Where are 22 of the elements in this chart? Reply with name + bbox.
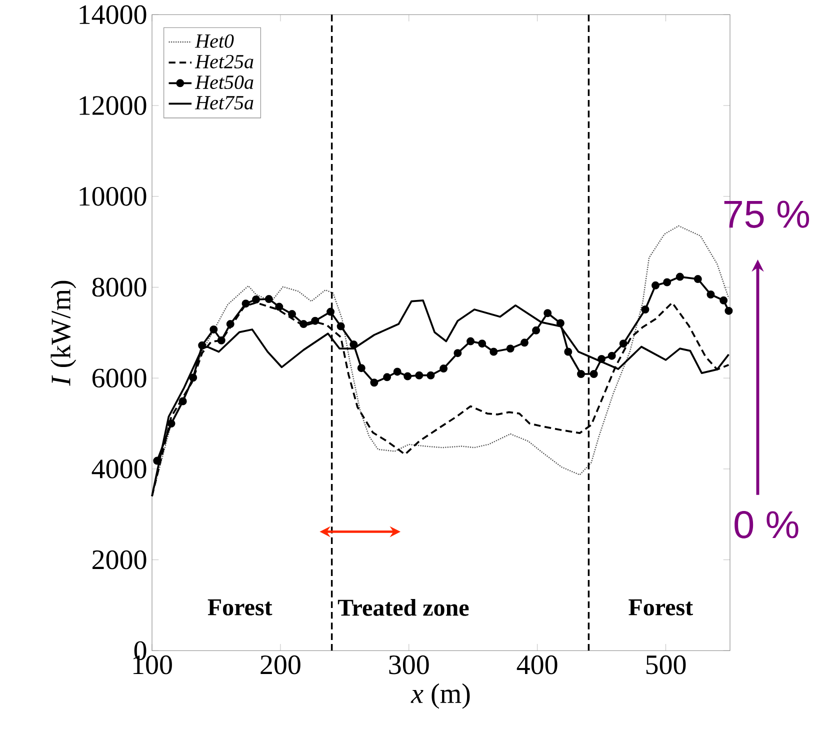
legend-label: Het25a xyxy=(194,55,254,69)
x-tick-label: 400 xyxy=(516,656,558,674)
annotation: 75 % xyxy=(724,200,810,228)
x-axis-title: x (m) xyxy=(410,684,470,709)
annotation: Forest xyxy=(208,600,272,616)
text: 0 % xyxy=(734,511,798,539)
y-tick-label: 2000 xyxy=(92,550,146,570)
annotation: Treated zone xyxy=(338,599,469,616)
y-tick-label: 10000 xyxy=(80,187,146,206)
y-tick-label: 14000 xyxy=(80,5,146,24)
y-tick-label: 8000 xyxy=(92,278,146,297)
x-tick-label: 200 xyxy=(260,656,300,674)
y-tick-label: 12000 xyxy=(80,96,146,116)
legend-label: Het0 xyxy=(194,34,234,48)
x-tick-label: 300 xyxy=(389,656,429,674)
legend-label: Het75a xyxy=(194,96,254,110)
x-tick-label: 500 xyxy=(646,656,686,674)
annotation: Forest xyxy=(628,600,693,616)
legend-label: Het50a xyxy=(194,76,254,90)
y-axis-title: I (kW/m) xyxy=(50,281,76,386)
y-tick-label: 4000 xyxy=(92,460,146,479)
y-tick-label: 6000 xyxy=(92,368,146,388)
